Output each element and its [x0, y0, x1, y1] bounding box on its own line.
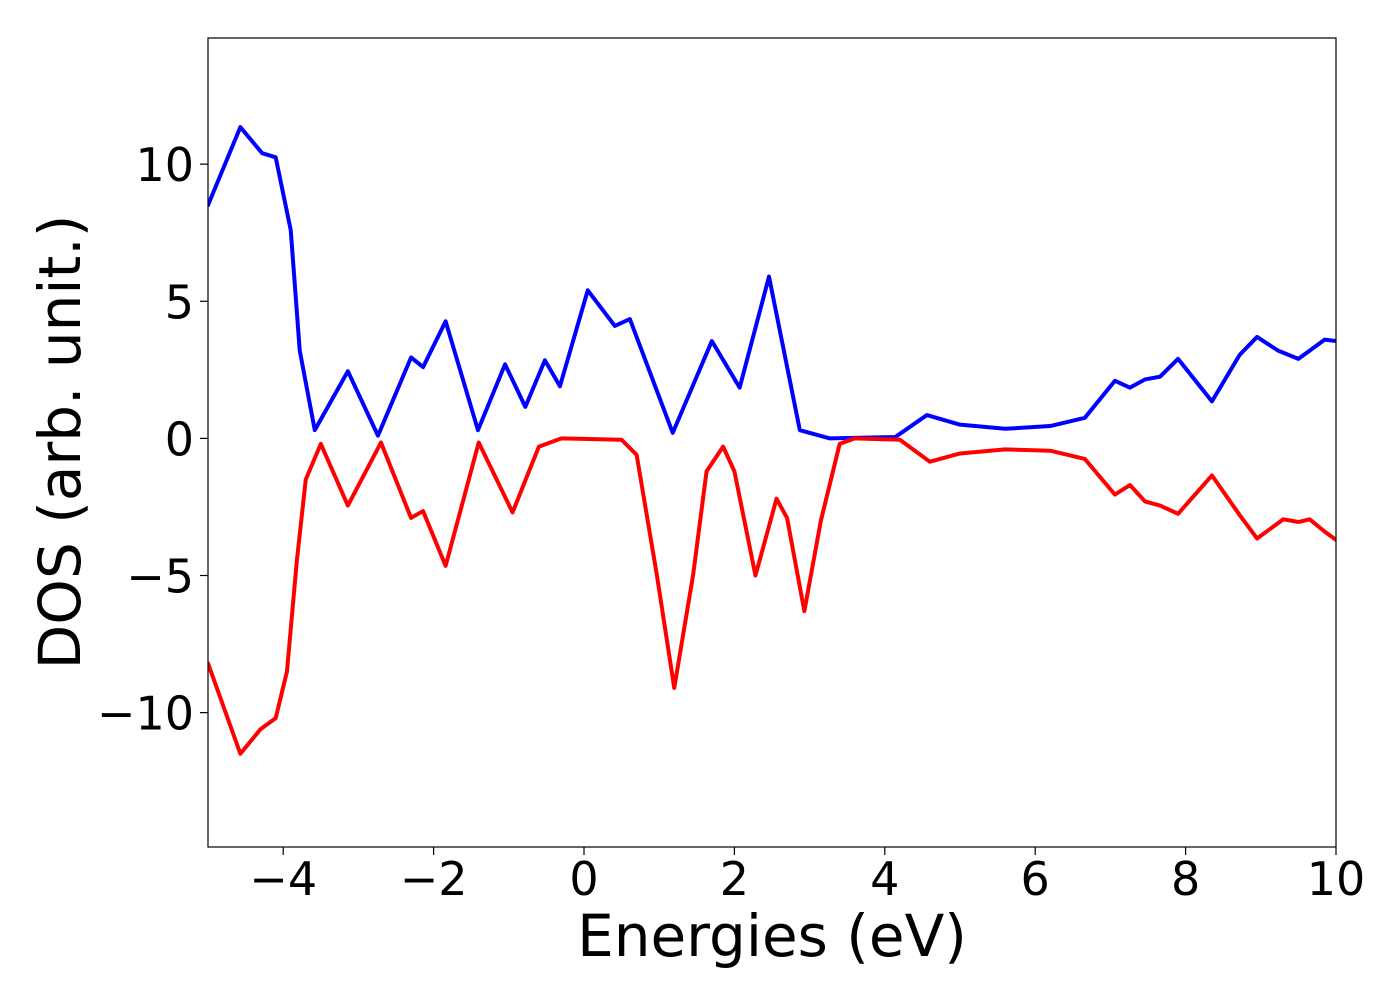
- y-tick-label: −10: [97, 687, 194, 741]
- x-tick-label: 8: [1171, 852, 1200, 906]
- y-tick-label: 0: [165, 412, 194, 466]
- y-tick-label: 10: [135, 138, 194, 192]
- x-tick-label: −4: [249, 852, 317, 906]
- series-line: [208, 125, 1336, 441]
- x-tick-label: −2: [400, 852, 468, 906]
- y-axis-label: DOS (arb. unit.): [26, 215, 94, 670]
- y-tick-label: −5: [126, 550, 194, 604]
- y-tick-label: 5: [165, 275, 194, 329]
- x-tick-label: 4: [870, 852, 899, 906]
- x-tick-label: 10: [1307, 852, 1366, 906]
- x-tick-label: 2: [720, 852, 749, 906]
- x-axis-label: Energies (eV): [577, 902, 967, 970]
- plot-frame: [207, 37, 1337, 848]
- series-line: [208, 436, 1336, 756]
- plot-lines: [208, 125, 1336, 756]
- x-tick-label: 6: [1021, 852, 1050, 906]
- x-tick-label: 0: [569, 852, 598, 906]
